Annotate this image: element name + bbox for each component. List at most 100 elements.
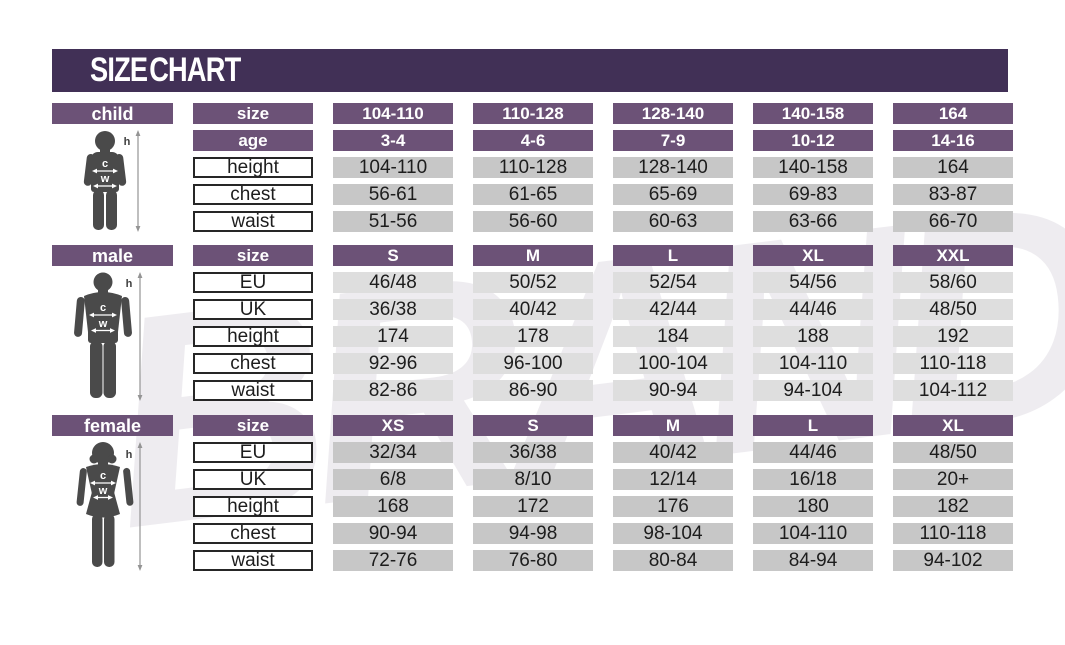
row-label-waist: waist	[193, 380, 313, 401]
cell-female-waist-0: 72-76	[333, 550, 453, 571]
cell-male-height-1: 178	[473, 326, 593, 347]
section-label-male: male	[52, 245, 173, 266]
cell-female-height-2: 176	[613, 496, 733, 517]
cell-female-chest-4: 110-118	[893, 523, 1013, 544]
chest-measure-label: c	[101, 158, 107, 170]
cell-female-UK-4: 20+	[893, 469, 1013, 490]
cell-child-chest-4: 83-87	[893, 184, 1013, 205]
cell-child-chest-2: 65-69	[613, 184, 733, 205]
cell-female-chest-2: 98-104	[613, 523, 733, 544]
cell-child-age-3: 10-12	[753, 130, 873, 151]
cell-male-waist-1: 86-90	[473, 380, 593, 401]
cell-female-size-1: S	[473, 415, 593, 436]
cell-male-height-0: 174	[333, 326, 453, 347]
child-silhouette-icon: c w h	[83, 130, 140, 232]
row-label-height: height	[193, 326, 313, 347]
cell-child-waist-4: 66-70	[893, 211, 1013, 232]
cell-child-waist-2: 60-63	[613, 211, 733, 232]
cell-child-age-1: 4-6	[473, 130, 593, 151]
cell-child-size-3: 140-158	[753, 103, 873, 124]
cell-female-height-4: 182	[893, 496, 1013, 517]
cell-male-size-4: XXL	[893, 245, 1013, 266]
row-label-chest: chest	[193, 353, 313, 374]
chest-arrow-icon	[88, 312, 117, 318]
row-label-EU: EU	[193, 272, 313, 293]
cell-male-height-3: 188	[753, 326, 873, 347]
cell-male-UK-2: 42/44	[613, 299, 733, 320]
cell-male-EU-2: 52/54	[613, 272, 733, 293]
cell-child-size-4: 164	[893, 103, 1013, 124]
row-label-UK: UK	[193, 299, 313, 320]
section-label-child: child	[52, 103, 173, 124]
cell-male-height-2: 184	[613, 326, 733, 347]
sections-container: child c	[52, 103, 1013, 571]
cell-male-chest-4: 110-118	[893, 353, 1013, 374]
cell-male-UK-1: 40/42	[473, 299, 593, 320]
female-figure: c w h	[52, 442, 173, 571]
height-arrow-icon	[135, 130, 140, 232]
cell-child-size-2: 128-140	[613, 103, 733, 124]
cell-female-height-3: 180	[753, 496, 873, 517]
height-measure-label: h	[125, 449, 132, 461]
row-label-EU: EU	[193, 442, 313, 463]
cell-male-height-4: 192	[893, 326, 1013, 347]
cell-child-waist-1: 56-60	[473, 211, 593, 232]
cell-child-height-3: 140-158	[753, 157, 873, 178]
waist-measure-label: w	[97, 318, 107, 330]
cell-child-age-4: 14-16	[893, 130, 1013, 151]
height-measure-label: h	[125, 278, 132, 290]
cell-child-age-2: 7-9	[613, 130, 733, 151]
cell-male-EU-1: 50/52	[473, 272, 593, 293]
cell-female-size-4: XL	[893, 415, 1013, 436]
height-arrow-icon	[137, 442, 142, 571]
cell-male-UK-0: 36/38	[333, 299, 453, 320]
cell-female-chest-1: 94-98	[473, 523, 593, 544]
section-label-female: female	[52, 415, 173, 436]
cell-female-UK-0: 6/8	[333, 469, 453, 490]
cell-female-size-0: XS	[333, 415, 453, 436]
cell-female-size-2: M	[613, 415, 733, 436]
cell-child-waist-0: 51-56	[333, 211, 453, 232]
section-child: child c	[52, 103, 1013, 232]
cell-female-height-1: 172	[473, 496, 593, 517]
row-label-size: size	[193, 415, 313, 436]
row-label-height: height	[193, 496, 313, 517]
cell-female-waist-1: 76-80	[473, 550, 593, 571]
row-label-size: size	[193, 245, 313, 266]
cell-child-height-0: 104-110	[333, 157, 453, 178]
cell-child-height-4: 164	[893, 157, 1013, 178]
header-bar: SIZE CHART	[52, 49, 1008, 92]
row-label-age: age	[193, 130, 313, 151]
child-figure: c w h	[52, 130, 173, 232]
cell-female-waist-4: 94-102	[893, 550, 1013, 571]
cell-child-size-1: 110-128	[473, 103, 593, 124]
cell-female-waist-3: 84-94	[753, 550, 873, 571]
chest-measure-label: c	[99, 470, 105, 482]
cell-female-chest-3: 104-110	[753, 523, 873, 544]
cell-female-UK-3: 16/18	[753, 469, 873, 490]
male-figure: c w h	[52, 272, 173, 401]
cell-child-chest-1: 61-65	[473, 184, 593, 205]
cell-child-age-0: 3-4	[333, 130, 453, 151]
cell-female-UK-1: 8/10	[473, 469, 593, 490]
cell-male-waist-2: 90-94	[613, 380, 733, 401]
cell-male-EU-0: 46/48	[333, 272, 453, 293]
waist-arrow-icon	[92, 495, 113, 500]
male-silhouette-icon: c w h	[73, 272, 142, 401]
cell-male-EU-3: 54/56	[753, 272, 873, 293]
female-body-shape	[76, 442, 133, 567]
height-arrow-icon	[137, 272, 142, 401]
waist-arrow-icon	[92, 183, 117, 189]
cell-child-size-0: 104-110	[333, 103, 453, 124]
cell-child-waist-3: 63-66	[753, 211, 873, 232]
row-label-height: height	[193, 157, 313, 178]
row-label-size: size	[193, 103, 313, 124]
cell-child-chest-3: 69-83	[753, 184, 873, 205]
waist-arrow-icon	[90, 328, 115, 333]
cell-male-waist-4: 104-112	[893, 380, 1013, 401]
row-label-waist: waist	[193, 211, 313, 232]
cell-male-size-0: S	[333, 245, 453, 266]
chest-measure-label: c	[99, 302, 105, 314]
cell-child-chest-0: 56-61	[333, 184, 453, 205]
cell-male-UK-4: 48/50	[893, 299, 1013, 320]
